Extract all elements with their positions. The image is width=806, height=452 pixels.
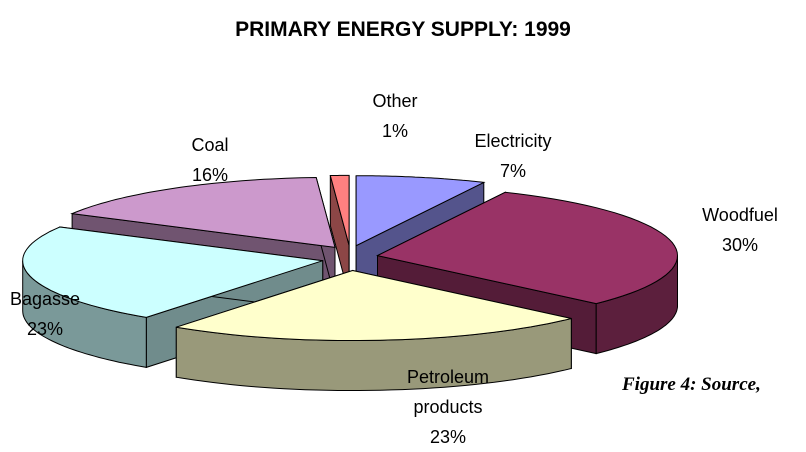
slice-top bbox=[176, 269, 572, 341]
value-label: 1% bbox=[381, 121, 408, 141]
category-label: Coal bbox=[191, 135, 229, 155]
category-label: Bagasse bbox=[9, 289, 81, 309]
value-label: 23% bbox=[26, 319, 64, 339]
chart-title: PRIMARY ENERGY SUPPLY: 1999 bbox=[235, 18, 571, 41]
value-label: 7% bbox=[499, 161, 526, 181]
slice-top bbox=[355, 175, 486, 247]
category-label: Woodfuel bbox=[702, 205, 778, 225]
category-label: Petroleum products bbox=[406, 367, 490, 417]
category-label: Electricity bbox=[474, 131, 552, 151]
slice bbox=[376, 191, 679, 355]
slice-top bbox=[70, 176, 336, 248]
chart: PRIMARY ENERGY SUPPLY: 1999 Figure 4: So… bbox=[9, 18, 778, 447]
slice-top bbox=[329, 174, 350, 246]
value-label: 23% bbox=[429, 427, 467, 447]
annotation: Figure 4: Source, bbox=[622, 374, 761, 395]
value-label: 16% bbox=[191, 165, 229, 185]
slice-top bbox=[22, 226, 323, 318]
value-label: 30% bbox=[721, 235, 759, 255]
slice bbox=[329, 174, 350, 296]
slice-top bbox=[376, 191, 679, 305]
category-label: Other bbox=[372, 91, 418, 111]
pie-plot bbox=[22, 174, 679, 391]
slice bbox=[175, 269, 572, 391]
